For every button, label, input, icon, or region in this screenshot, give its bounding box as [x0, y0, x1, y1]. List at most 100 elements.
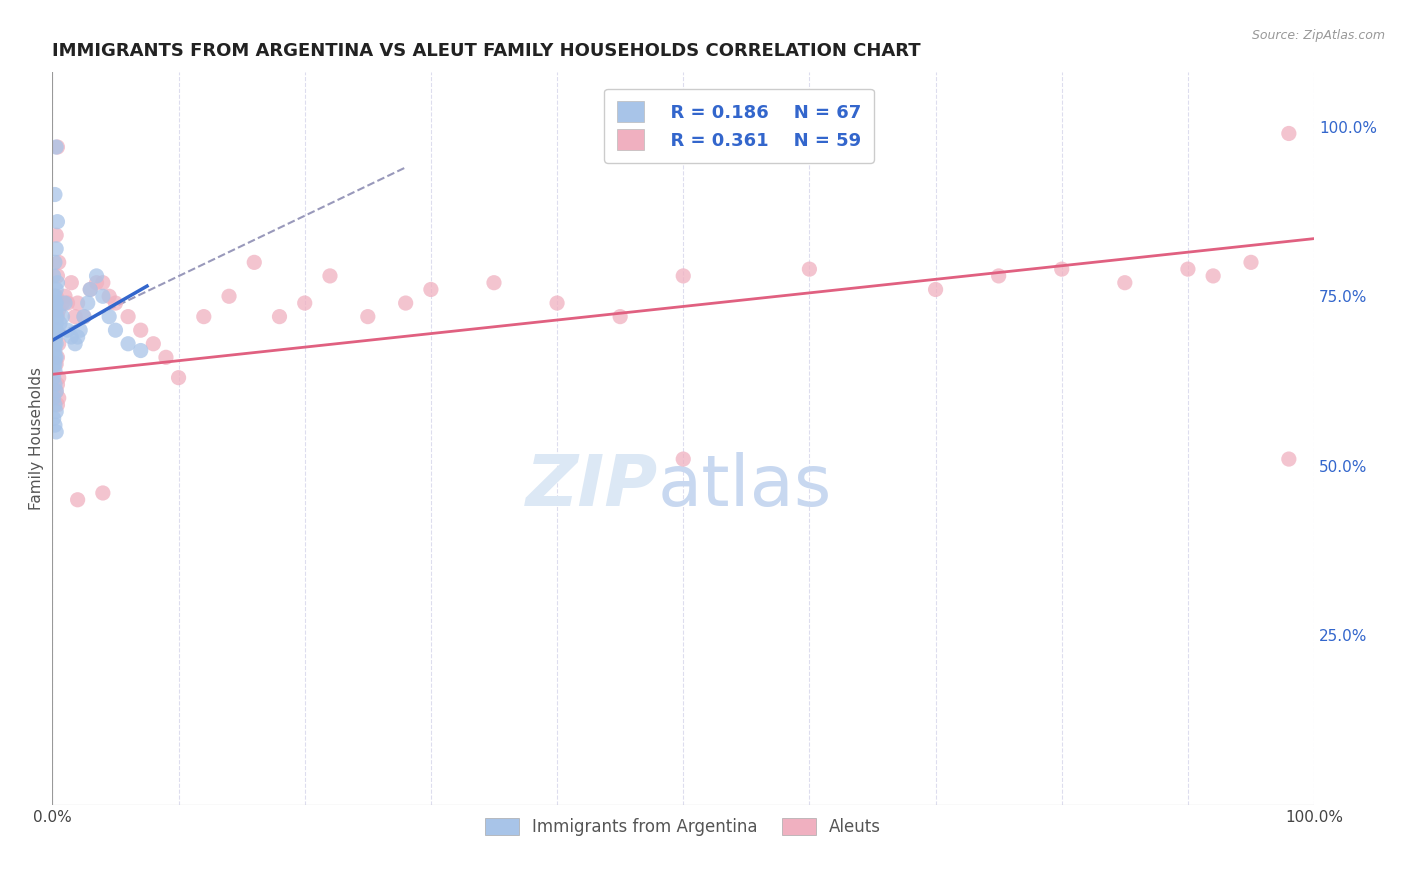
- Point: [319, 268, 342, 283]
- Point: [76, 296, 98, 310]
- Point: [44, 323, 66, 337]
- Point: [73, 310, 96, 324]
- Point: [45, 302, 67, 317]
- Point: [44, 302, 66, 317]
- Legend: Immigrants from Argentina, Aleuts: Immigrants from Argentina, Aleuts: [477, 809, 890, 845]
- Point: [419, 283, 441, 297]
- Point: [45, 384, 67, 399]
- Point: [799, 262, 821, 277]
- Point: [48, 302, 70, 317]
- Point: [42, 391, 65, 405]
- Point: [45, 357, 67, 371]
- Point: [44, 296, 66, 310]
- Point: [46, 214, 69, 228]
- Point: [45, 296, 67, 310]
- Point: [44, 310, 66, 324]
- Point: [46, 276, 69, 290]
- Point: [1050, 262, 1073, 277]
- Point: [45, 336, 67, 351]
- Point: [672, 452, 695, 467]
- Point: [44, 357, 66, 371]
- Point: [672, 268, 695, 283]
- Point: [53, 296, 76, 310]
- Point: [45, 317, 67, 331]
- Point: [546, 296, 568, 310]
- Point: [42, 323, 65, 337]
- Point: [44, 310, 66, 324]
- Point: [44, 255, 66, 269]
- Point: [1278, 452, 1301, 467]
- Point: [44, 310, 66, 324]
- Point: [73, 310, 96, 324]
- Point: [1177, 262, 1199, 277]
- Point: [45, 283, 67, 297]
- Point: [44, 330, 66, 344]
- Point: [46, 377, 69, 392]
- Point: [42, 370, 65, 384]
- Point: [45, 351, 67, 365]
- Point: [48, 391, 70, 405]
- Point: [42, 323, 65, 337]
- Point: [243, 255, 266, 269]
- Point: [48, 370, 70, 384]
- Point: [482, 276, 505, 290]
- Point: [218, 289, 240, 303]
- Point: [104, 323, 127, 337]
- Point: [56, 296, 79, 310]
- Point: [44, 317, 66, 331]
- Point: [42, 310, 65, 324]
- Point: [45, 310, 67, 324]
- Text: Source: ZipAtlas.com: Source: ZipAtlas.com: [1251, 29, 1385, 42]
- Point: [98, 310, 121, 324]
- Point: [45, 242, 67, 256]
- Point: [53, 289, 76, 303]
- Point: [1278, 127, 1301, 141]
- Point: [45, 310, 67, 324]
- Point: [44, 351, 66, 365]
- Point: [45, 323, 67, 337]
- Point: [42, 317, 65, 331]
- Point: [924, 283, 946, 297]
- Point: [45, 289, 67, 303]
- Point: [44, 377, 66, 392]
- Point: [91, 276, 114, 290]
- Point: [66, 330, 89, 344]
- Point: [63, 336, 86, 351]
- Point: [86, 276, 108, 290]
- Point: [42, 357, 65, 371]
- Point: [45, 404, 67, 418]
- Point: [49, 317, 72, 331]
- Point: [42, 289, 65, 303]
- Point: [45, 140, 67, 154]
- Point: [51, 310, 73, 324]
- Point: [91, 486, 114, 500]
- Point: [1240, 255, 1263, 269]
- Point: [45, 330, 67, 344]
- Point: [56, 323, 79, 337]
- Point: [395, 296, 418, 310]
- Point: [79, 283, 101, 297]
- Point: [60, 330, 83, 344]
- Point: [129, 323, 152, 337]
- Point: [104, 296, 127, 310]
- Point: [46, 398, 69, 412]
- Point: [129, 343, 152, 358]
- Point: [48, 336, 70, 351]
- Point: [42, 302, 65, 317]
- Point: [45, 384, 67, 399]
- Point: [44, 289, 66, 303]
- Point: [269, 310, 291, 324]
- Point: [987, 268, 1010, 283]
- Point: [86, 268, 108, 283]
- Point: [294, 296, 316, 310]
- Point: [69, 323, 91, 337]
- Point: [66, 296, 89, 310]
- Point: [167, 370, 190, 384]
- Text: IMMIGRANTS FROM ARGENTINA VS ALEUT FAMILY HOUSEHOLDS CORRELATION CHART: IMMIGRANTS FROM ARGENTINA VS ALEUT FAMIL…: [52, 42, 921, 60]
- Point: [98, 289, 121, 303]
- Point: [357, 310, 380, 324]
- Point: [46, 351, 69, 365]
- Point: [79, 283, 101, 297]
- Point: [46, 310, 69, 324]
- Point: [44, 336, 66, 351]
